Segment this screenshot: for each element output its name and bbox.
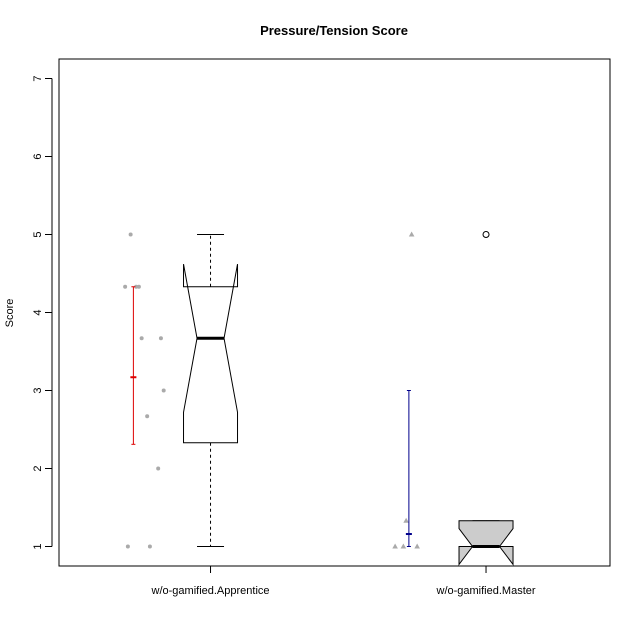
data-point <box>408 231 415 237</box>
data-point <box>136 284 141 289</box>
data-point <box>134 284 139 289</box>
box-notched <box>458 520 514 566</box>
data-point <box>147 544 152 549</box>
box-notched <box>183 264 239 444</box>
y-tick-label: 3 <box>32 387 44 393</box>
x-axis: w/o-gamified.Apprentice w/o-gamified.Mast… <box>151 565 536 597</box>
x-tick-label: w/o-gamified.Apprentice <box>151 585 270 597</box>
chart-title: Pressure/Tension Score <box>260 23 408 38</box>
y-tick-label: 5 <box>32 231 44 237</box>
y-tick-label: 6 <box>32 153 44 159</box>
y-tick-label: 1 <box>32 543 44 549</box>
data-point <box>139 336 144 341</box>
data-point <box>400 543 407 549</box>
y-tick-label: 2 <box>32 465 44 471</box>
data-point <box>156 466 161 471</box>
data-point <box>128 232 133 237</box>
data-point <box>145 414 150 419</box>
data-point <box>414 543 420 549</box>
y-tick-label: 4 <box>32 309 44 315</box>
x-tick-label: w/o-gamified.Master <box>436 585 536 597</box>
y-tick-label: 7 <box>32 75 44 81</box>
data-point <box>158 336 163 341</box>
outlier-point <box>482 231 490 238</box>
data-point <box>161 388 166 393</box>
data-point <box>125 544 130 549</box>
data-point <box>392 543 398 549</box>
y-axis-label: Score <box>4 299 16 328</box>
data-point <box>403 517 409 523</box>
y-axis: 1 2 3 4 5 6 7 <box>32 75 53 550</box>
data-point <box>123 284 128 289</box>
plot-frame <box>58 58 611 567</box>
